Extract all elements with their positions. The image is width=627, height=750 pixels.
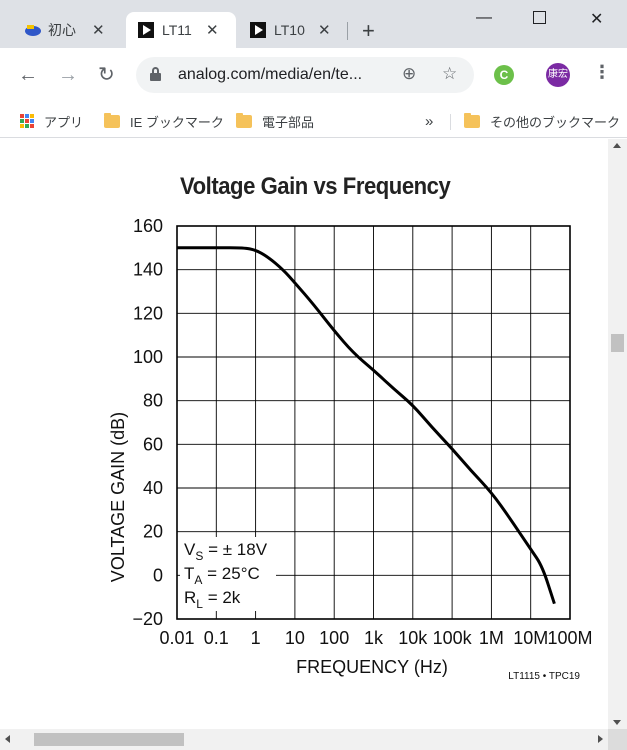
apps-grid-icon (20, 114, 34, 128)
bookmark-ie-label: IE ブックマーク (130, 114, 224, 130)
forward-button[interactable]: → (58, 64, 78, 86)
plot-frame (176, 225, 571, 620)
horizontal-scroll-thumb[interactable] (34, 733, 184, 746)
folder-icon (464, 112, 480, 128)
scroll-down-icon[interactable] (613, 720, 621, 725)
close-icon[interactable]: ✕ (318, 22, 331, 39)
bookmarks-overflow[interactable]: » (425, 112, 434, 130)
bookmark-apps-label: アプリ (44, 114, 84, 130)
tab-strip: 初心 ✕ LT11 ✕ LT10 ✕ + — ✕ (0, 0, 627, 48)
analog-logo-icon (138, 22, 154, 38)
y-tick-label: −20 (132, 609, 163, 629)
y-tick-label: 100 (133, 347, 163, 367)
close-icon[interactable]: ✕ (92, 22, 105, 39)
y-tick-label: 140 (133, 260, 163, 280)
extension-icon[interactable]: C (494, 65, 514, 85)
y-tick-label: 120 (133, 303, 163, 323)
analog-logo-icon (250, 22, 266, 38)
back-button[interactable]: ← (18, 64, 38, 86)
scroll-left-icon[interactable] (5, 735, 10, 743)
lock-icon (150, 67, 161, 81)
bookmark-star-icon[interactable]: ☆ (442, 64, 458, 83)
reload-button[interactable]: ↻ (98, 64, 115, 86)
y-tick-label: 40 (143, 478, 163, 498)
tab-1-label: 初心 (48, 22, 76, 38)
x-tick-label: 100 (319, 628, 349, 648)
condition-line: VS = ± 18V (184, 540, 268, 563)
tab-2-label: LT11 (162, 22, 192, 38)
bookmark-parts-label: 電子部品 (262, 114, 315, 130)
part-code-label: LT1115 • TPC19 (508, 671, 580, 682)
horizontal-scrollbar[interactable] (0, 729, 608, 750)
gain-curve (176, 246, 556, 605)
scroll-up-icon[interactable] (613, 143, 621, 148)
y-axis-label: VOLTAGE GAIN (dB) (108, 412, 128, 582)
minimize-button[interactable]: — (476, 9, 492, 26)
x-tick-label: 1M (479, 628, 504, 648)
tab-3-label: LT10 (274, 22, 305, 38)
chart-title: Voltage Gain vs Frequency (180, 173, 451, 200)
tab-favicon-icon (24, 22, 41, 38)
url-text: analog.com/media/en/te... (178, 66, 363, 83)
conditions-box (180, 537, 276, 611)
x-tick-label: 10M (513, 628, 548, 648)
new-tab-button[interactable]: + (362, 18, 375, 43)
gain-frequency-chart: 0.01 0.1 1 10 100 1k 10k 100k 1M 10M 100M 160 140 120… (108, 216, 593, 682)
x-tick-label: 1k (364, 628, 384, 648)
vertical-scroll-thumb[interactable] (611, 334, 624, 352)
tab-separator (347, 22, 348, 40)
bookmark-ie[interactable]: IE ブックマーク (104, 109, 224, 133)
bookmark-separator (450, 114, 451, 130)
menu-icon[interactable]: ⋮ (593, 62, 611, 82)
y-tick-label: 160 (133, 216, 163, 236)
scrollbar-corner (608, 729, 627, 750)
x-axis-label: FREQUENCY (Hz) (296, 657, 448, 677)
y-tick-label: 20 (143, 522, 163, 542)
y-tick-label: 80 (143, 391, 163, 411)
bookmark-other-label: その他のブックマーク (490, 114, 621, 130)
vertical-scrollbar[interactable] (608, 139, 627, 729)
profile-avatar[interactable]: 康宏 (546, 63, 570, 87)
condition-line: RL = 2k (184, 588, 241, 611)
tab-2[interactable]: LT11 ✕ (126, 12, 236, 48)
close-icon[interactable]: ✕ (206, 22, 219, 39)
bookmarks-bar: アプリ IE ブックマーク 電子部品 » その他のブックマーク (0, 104, 627, 138)
window-close-button[interactable]: ✕ (590, 11, 604, 28)
tab-1[interactable]: 初心 ✕ (12, 12, 124, 48)
maximize-button[interactable] (533, 11, 546, 24)
x-tick-label: 1 (251, 628, 261, 648)
y-tick-label: 60 (143, 434, 163, 454)
x-tick-label: 100M (547, 628, 592, 648)
scroll-right-icon[interactable] (598, 735, 603, 743)
x-tick-label: 10k (398, 628, 428, 648)
toolbar: ← → ↻ analog.com/media/en/te... ⊕ ☆ C 康宏… (0, 48, 627, 104)
page-content: Voltage Gain vs Frequency 0.01 0.1 1 10 100 1… (0, 139, 608, 729)
x-tick-label: 0.01 (159, 628, 194, 648)
folder-icon (104, 112, 120, 128)
x-tick-label: 0.1 (204, 628, 229, 648)
x-tick-label: 10 (285, 628, 305, 648)
folder-icon (236, 112, 252, 128)
bookmark-other[interactable]: その他のブックマーク (464, 109, 620, 133)
bookmark-parts[interactable]: 電子部品 (236, 109, 314, 133)
y-tick-label: 0 (153, 565, 163, 585)
bookmark-apps[interactable]: アプリ (20, 109, 83, 133)
tab-3[interactable]: LT10 ✕ (238, 12, 350, 48)
address-bar[interactable]: analog.com/media/en/te... ⊕ ☆ (136, 57, 474, 93)
x-tick-label: 100k (433, 628, 473, 648)
condition-line: TA = 25°C (184, 564, 260, 587)
zoom-icon[interactable]: ⊕ (402, 64, 417, 83)
